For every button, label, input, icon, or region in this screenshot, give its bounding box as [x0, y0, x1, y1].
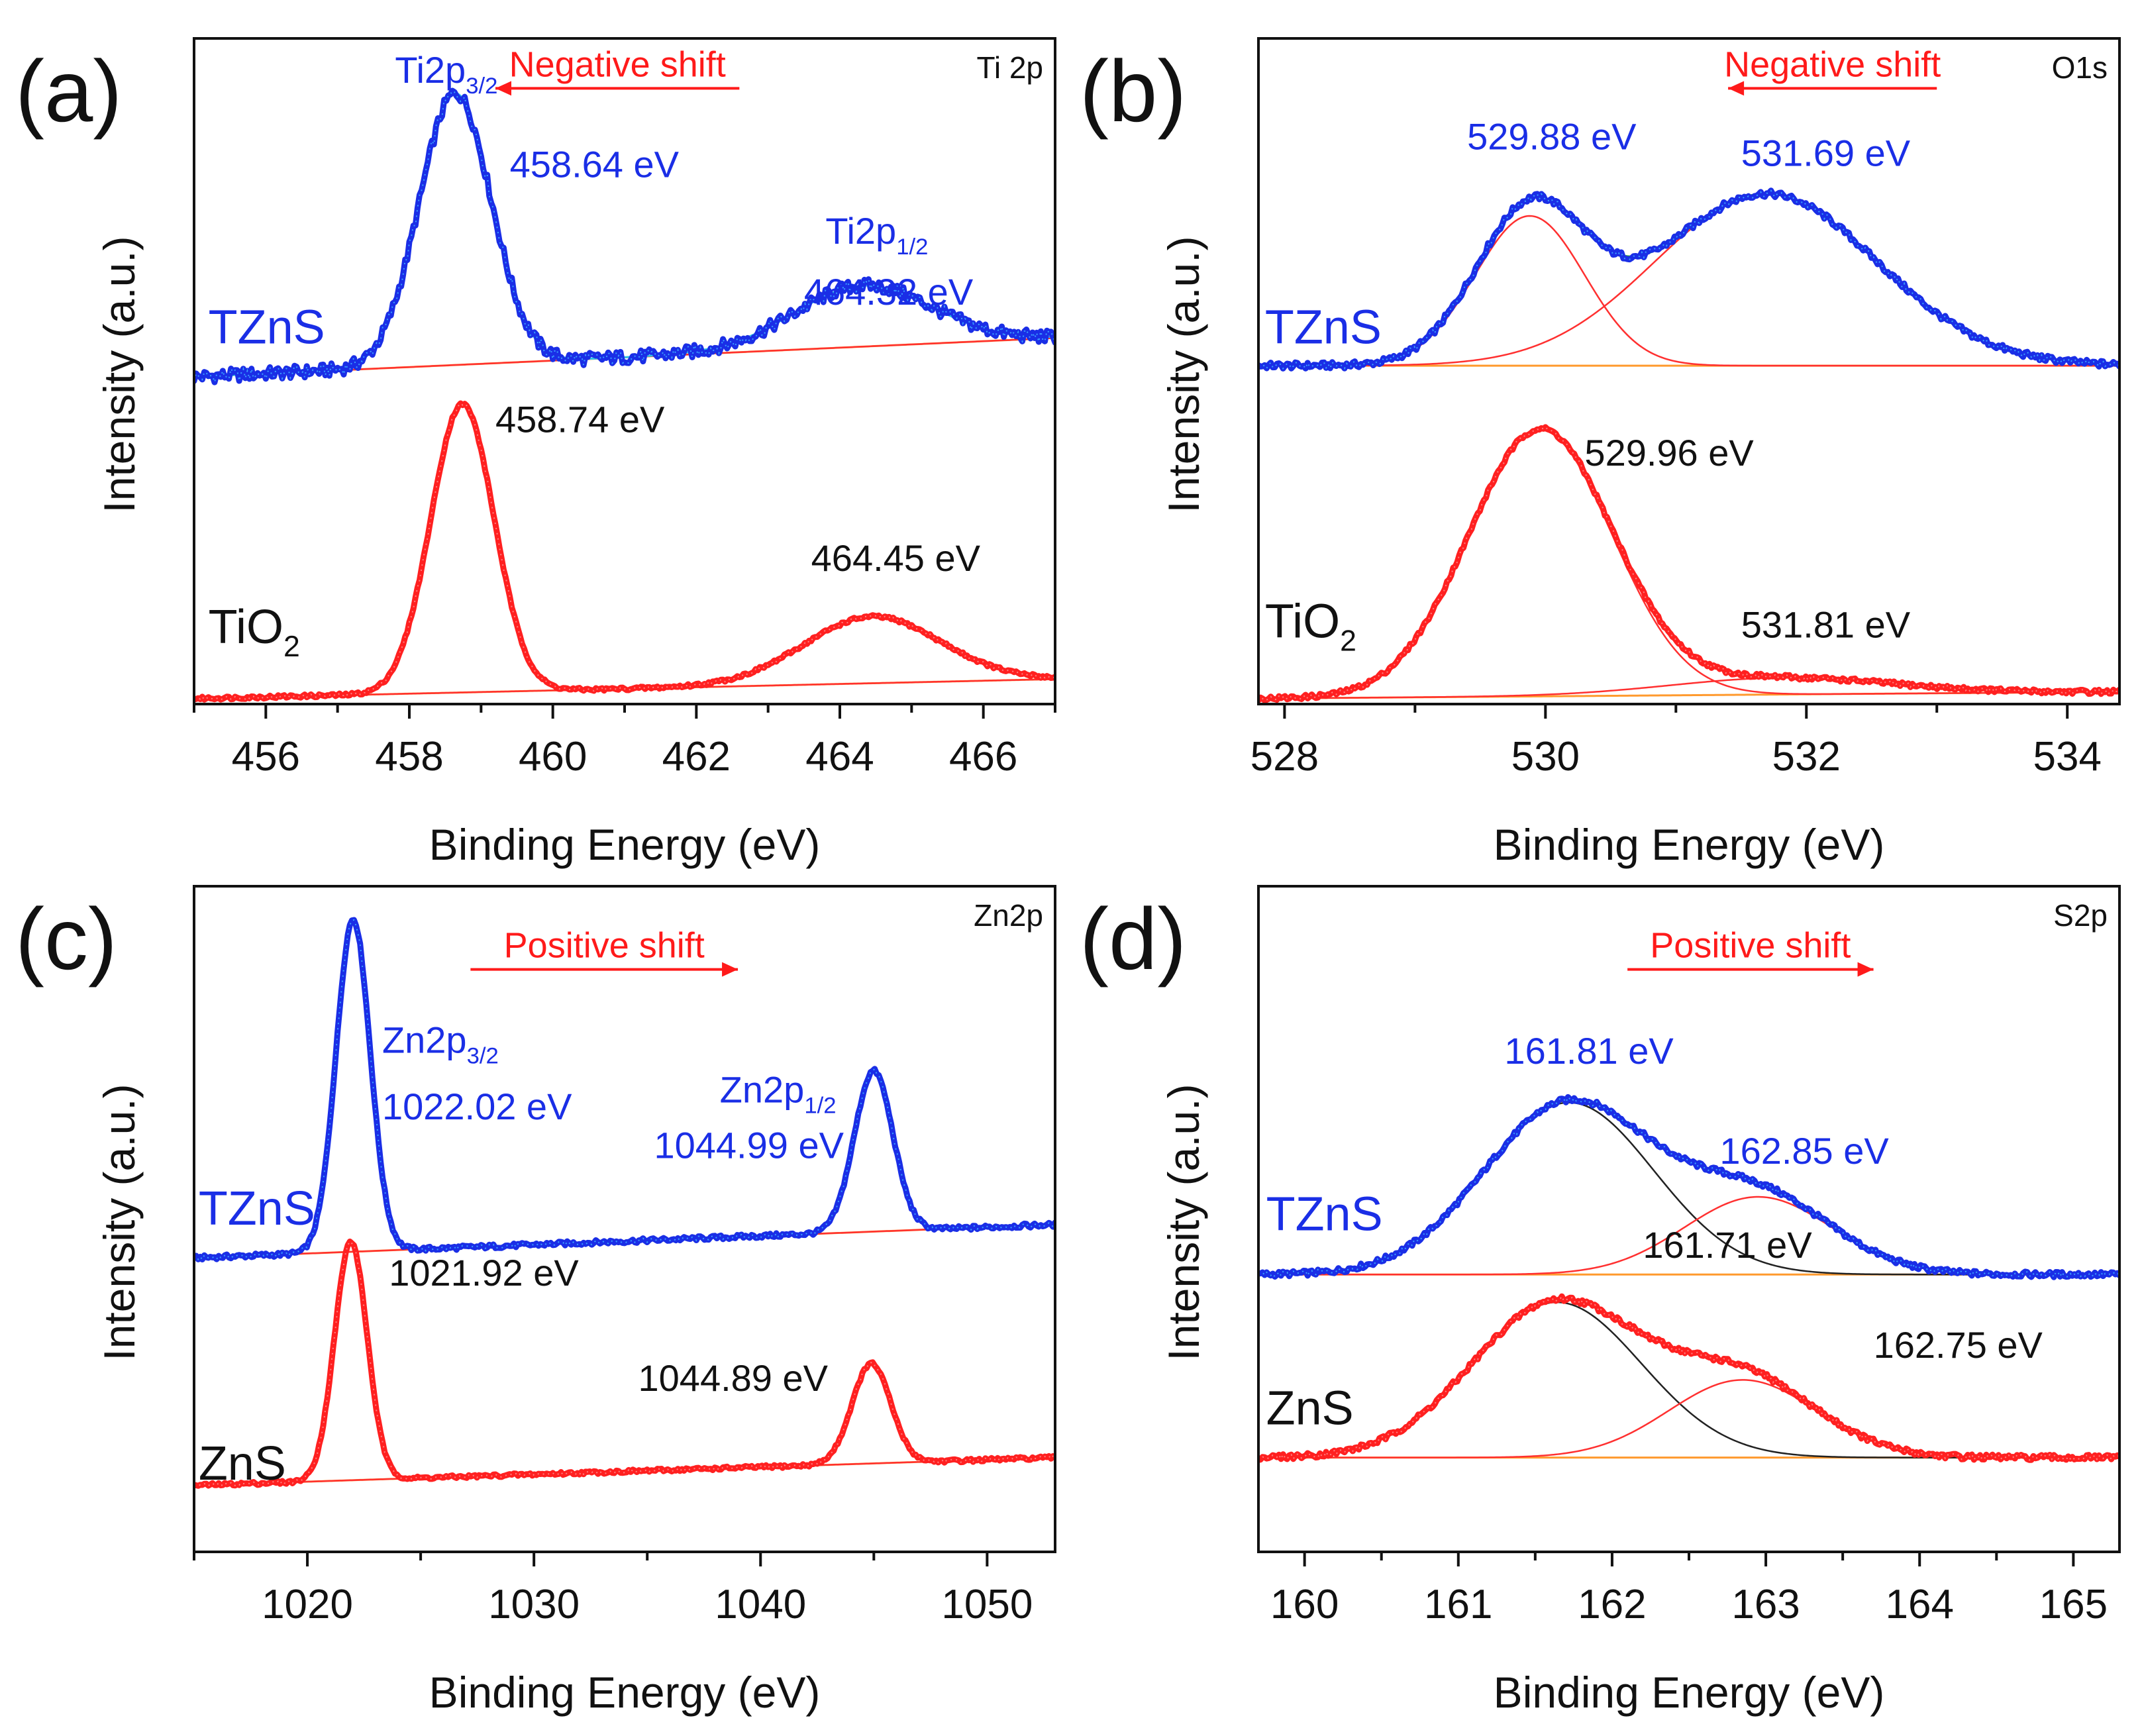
peak-annotation: 162.75 eV — [1874, 1324, 2043, 1366]
x-tick-label: 1020 — [262, 1582, 353, 1627]
data-trace — [1258, 1293, 2119, 1463]
panel-label: (b) — [1080, 42, 1186, 140]
peak-annotation: Zn2p3/2 — [382, 1019, 499, 1068]
shift-arrow-head — [1728, 81, 1745, 96]
x-tick-label: 460 — [519, 734, 587, 780]
shift-label: Positive shift — [504, 926, 705, 966]
shift-label: Positive shift — [1650, 926, 1851, 966]
series-zns — [1258, 1293, 2119, 1463]
peak-annotation: 458.74 eV — [495, 399, 665, 440]
shift-label: Negative shift — [1724, 44, 1941, 84]
data-trace — [1258, 187, 2119, 372]
sample-label: TZnS — [199, 1182, 315, 1235]
panel-label: (a) — [15, 42, 122, 140]
y-axis-label: Intensity (a.u.) — [1159, 1084, 1208, 1360]
y-axis-label: Intensity (a.u.) — [1159, 236, 1208, 513]
plot-frame — [1257, 885, 2121, 1553]
sample-label: TZnS — [1265, 301, 1382, 354]
peak-annotation: 458.64 eV — [510, 143, 680, 185]
data-trace-markers — [194, 1240, 1055, 1487]
x-axis-label: Binding Energy (eV) — [1494, 820, 1885, 869]
peak-annotation: Ti2p3/2 — [395, 49, 497, 99]
peak-annotation: Zn2p1/2 — [720, 1069, 837, 1119]
data-trace-markers — [194, 402, 1055, 701]
chart-panel-d: (d) S2p Binding Energy (eV) Intensity (a.u.… — [1080, 885, 2121, 1717]
x-tick-label: 464 — [805, 734, 874, 780]
data-trace — [1258, 424, 2119, 704]
panel-label: (c) — [15, 890, 117, 988]
sample-label: TiO2 — [1265, 595, 1356, 658]
x-axis-label: Binding Energy (eV) — [429, 820, 821, 869]
x-tick-label: 534 — [2033, 734, 2101, 780]
series-tzns — [194, 87, 1055, 385]
sample-label: TiO2 — [209, 601, 300, 663]
series-tzns — [194, 917, 1055, 1262]
sample-label: TZnS — [1266, 1188, 1383, 1241]
peak-annotation: 1044.89 eV — [638, 1357, 829, 1399]
x-axis-label: Binding Energy (eV) — [429, 1668, 821, 1717]
series-tio — [194, 400, 1055, 703]
panel-label: (d) — [1080, 890, 1186, 988]
x-tick-label: 1030 — [488, 1582, 580, 1627]
shift-label: Negative shift — [509, 44, 726, 84]
peak-annotation: 531.81 eV — [1741, 604, 1911, 646]
x-tick-label: 163 — [1731, 1582, 1800, 1627]
y-axis-label: Intensity (a.u.) — [95, 236, 144, 513]
peak-annotation: 529.96 eV — [1584, 432, 1754, 474]
element-label: S2p — [2053, 898, 2108, 933]
peak-annotation: 161.71 eV — [1643, 1224, 1812, 1266]
data-trace — [194, 87, 1055, 385]
x-tick-label: 528 — [1250, 734, 1319, 780]
x-tick-label: 161 — [1424, 1582, 1492, 1627]
sample-label: ZnS — [1266, 1382, 1354, 1435]
data-trace — [194, 917, 1055, 1262]
sample-label: TZnS — [209, 301, 325, 354]
x-tick-label: 458 — [375, 734, 443, 780]
element-label: Zn2p — [974, 898, 1043, 933]
x-tick-label: 1050 — [941, 1582, 1033, 1627]
plot-frame — [1257, 37, 2121, 705]
x-tick-label: 456 — [232, 734, 300, 780]
element-label: O1s — [2052, 50, 2108, 85]
x-tick-label: 164 — [1885, 1582, 1953, 1627]
sample-label: ZnS — [199, 1437, 286, 1490]
chart-panel-a: (a) Ti 2p Binding Energy (eV) Intensity (a.… — [15, 37, 1056, 869]
x-tick-label: 530 — [1511, 734, 1580, 780]
peak-annotation: 161.81 eV — [1504, 1030, 1674, 1072]
peak-annotation: 464.45 eV — [811, 537, 981, 579]
data-trace-markers — [1258, 1096, 2119, 1279]
plot-frame — [193, 885, 1056, 1553]
element-label: Ti 2p — [976, 50, 1043, 85]
x-axis-label: Binding Energy (eV) — [1494, 1668, 1885, 1717]
shift-arrow-head — [722, 962, 739, 977]
chart-panel-b: (b) O1s Binding Energy (eV) Intensity (a.u.… — [1080, 37, 2121, 869]
x-tick-label: 165 — [2039, 1582, 2108, 1627]
x-tick-label: 160 — [1270, 1582, 1339, 1627]
peak-annotation: 531.69 eV — [1741, 132, 1911, 174]
series-tzns — [1258, 187, 2119, 372]
peak-annotation: 529.88 eV — [1467, 116, 1637, 158]
peak-annotation: 1022.02 eV — [382, 1086, 572, 1127]
peak-annotation: Ti2p1/2 — [825, 210, 928, 260]
series-tzns — [1258, 1094, 2119, 1280]
series-zns — [194, 1239, 1055, 1489]
y-axis-label: Intensity (a.u.) — [95, 1084, 144, 1360]
peak-annotation: 162.85 eV — [1719, 1130, 1889, 1172]
plot-frame — [193, 37, 1056, 705]
x-tick-label: 466 — [949, 734, 1017, 780]
series-tio — [1258, 424, 2119, 704]
peak-annotation: 1044.99 eV — [654, 1124, 844, 1166]
shift-arrow-head — [495, 81, 511, 96]
x-tick-label: 532 — [1772, 734, 1841, 780]
peak-annotation: 1021.92 eV — [389, 1252, 579, 1294]
shift-arrow-head — [1857, 962, 1874, 977]
x-tick-label: 162 — [1578, 1582, 1646, 1627]
chart-panel-c: (c) Zn2p Binding Energy (eV) Intensity (a.u… — [15, 885, 1056, 1717]
peak-annotation: 464.32 eV — [804, 271, 974, 313]
x-tick-label: 1040 — [715, 1582, 806, 1627]
x-tick-label: 462 — [662, 734, 731, 780]
